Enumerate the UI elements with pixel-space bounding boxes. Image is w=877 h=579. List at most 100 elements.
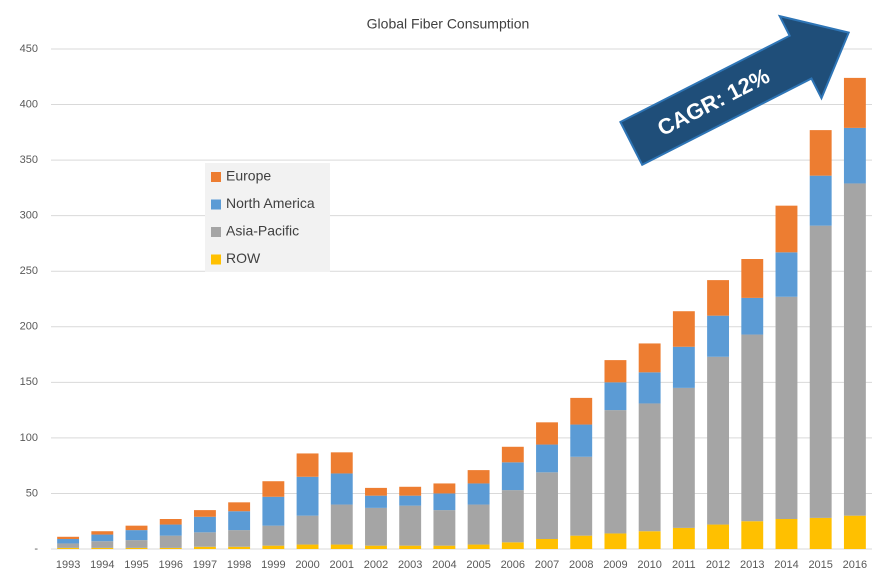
bar-segment xyxy=(604,382,627,411)
bar-segment xyxy=(501,446,524,463)
bar-segment xyxy=(125,530,148,541)
bar-segment xyxy=(741,334,764,522)
bar-segment xyxy=(707,280,730,316)
bar-segment xyxy=(570,456,593,536)
x-tick-label: 2016 xyxy=(843,559,867,571)
y-tick-label: 100 xyxy=(20,432,38,444)
bar-segment xyxy=(638,372,661,404)
bar-segment xyxy=(296,476,319,516)
bar-segment xyxy=(91,531,114,535)
x-tick-label: 1993 xyxy=(56,559,80,571)
x-tick-label: 2007 xyxy=(535,559,559,571)
bar-segment xyxy=(365,495,387,508)
bar-segment xyxy=(672,527,695,549)
bar-segment xyxy=(741,297,764,335)
bar-segment xyxy=(159,524,182,536)
legend-swatch xyxy=(211,227,221,237)
x-tick-label: 2006 xyxy=(501,559,525,571)
x-tick-label: 2008 xyxy=(569,559,593,571)
bar-segment xyxy=(262,525,285,546)
y-tick-label: 150 xyxy=(20,376,38,388)
bar-segment xyxy=(433,545,456,549)
bar-segment xyxy=(262,545,285,549)
bar-segment xyxy=(91,534,114,542)
x-tick-label: 2014 xyxy=(774,559,798,571)
bar-segment xyxy=(330,452,353,474)
bar-segment xyxy=(193,532,216,547)
bar-segment xyxy=(330,504,353,545)
bar-segment xyxy=(159,535,182,548)
bar-segment xyxy=(296,544,319,549)
y-tick-label: 200 xyxy=(20,321,38,333)
bar-segment xyxy=(399,486,422,496)
bar-segment xyxy=(775,252,798,297)
y-tick-label: 350 xyxy=(20,154,38,166)
legend-label: North America xyxy=(226,195,315,211)
bar-segment xyxy=(433,483,456,494)
x-tick-label: 2011 xyxy=(672,559,696,571)
bar-segment xyxy=(570,535,593,549)
y-tick-label: 300 xyxy=(20,210,38,222)
bar-segment xyxy=(775,296,798,519)
bar-segment xyxy=(262,481,285,497)
bar-segment xyxy=(843,127,866,184)
bar-segment xyxy=(193,546,216,549)
chart-title: Global Fiber Consumption xyxy=(367,16,530,32)
legend-label: Europe xyxy=(226,168,271,184)
x-tick-label: 2012 xyxy=(706,559,730,571)
bar-segment xyxy=(125,547,148,549)
x-tick-label: 1994 xyxy=(90,559,114,571)
legend-swatch xyxy=(211,254,221,265)
x-tick-label: 2002 xyxy=(364,559,388,571)
bar-segment xyxy=(809,175,832,226)
y-tick-label: 450 xyxy=(20,43,38,55)
legend-swatch xyxy=(211,172,221,182)
bar-segment xyxy=(433,493,456,511)
bar-segment xyxy=(604,360,627,383)
bar-segment xyxy=(809,130,832,176)
bar-segment xyxy=(809,517,832,549)
bar-segment xyxy=(638,343,661,373)
bar-segment xyxy=(330,473,353,505)
bar-segment xyxy=(159,547,182,549)
x-tick-label: 1999 xyxy=(261,559,285,571)
bar-segment xyxy=(57,543,80,548)
bar-segment xyxy=(228,511,251,531)
bar-segment xyxy=(536,539,558,549)
bar-segment xyxy=(330,544,353,549)
bar-segment xyxy=(604,410,627,534)
bar-segment xyxy=(159,519,182,525)
x-tick-label: 1996 xyxy=(158,559,182,571)
bar-segment xyxy=(570,397,593,425)
x-tick-label: 2000 xyxy=(295,559,319,571)
x-tick-label: 1995 xyxy=(124,559,148,571)
bar-segment xyxy=(125,525,148,531)
bar-segment xyxy=(57,547,80,549)
bar-segment xyxy=(193,510,216,517)
bar-segment xyxy=(193,516,216,533)
bar-segment xyxy=(843,183,866,516)
bar-segment xyxy=(262,496,285,526)
bar-segment xyxy=(843,77,866,128)
bar-segment xyxy=(91,541,114,548)
bar-segment xyxy=(365,507,387,546)
arrow-shape xyxy=(619,14,851,167)
bar-segment xyxy=(741,521,764,549)
x-tick-label: 2013 xyxy=(740,559,764,571)
bar-segment xyxy=(228,530,251,547)
bar-segment xyxy=(399,505,422,546)
y-tick-label: 400 xyxy=(20,98,38,110)
bar-segment xyxy=(467,544,490,549)
bar-segment xyxy=(741,259,764,298)
bar-segment xyxy=(536,444,558,473)
x-tick-label: 1997 xyxy=(193,559,217,571)
bar-segment xyxy=(672,387,695,528)
y-tick-label: 250 xyxy=(20,265,38,277)
bar-segment xyxy=(57,536,80,539)
bar-segment xyxy=(536,422,558,445)
bar-segment xyxy=(672,346,695,388)
bar-segment xyxy=(296,515,319,545)
bar-segment xyxy=(638,403,661,532)
bar-segment xyxy=(91,547,114,549)
bar-segment xyxy=(365,487,387,496)
